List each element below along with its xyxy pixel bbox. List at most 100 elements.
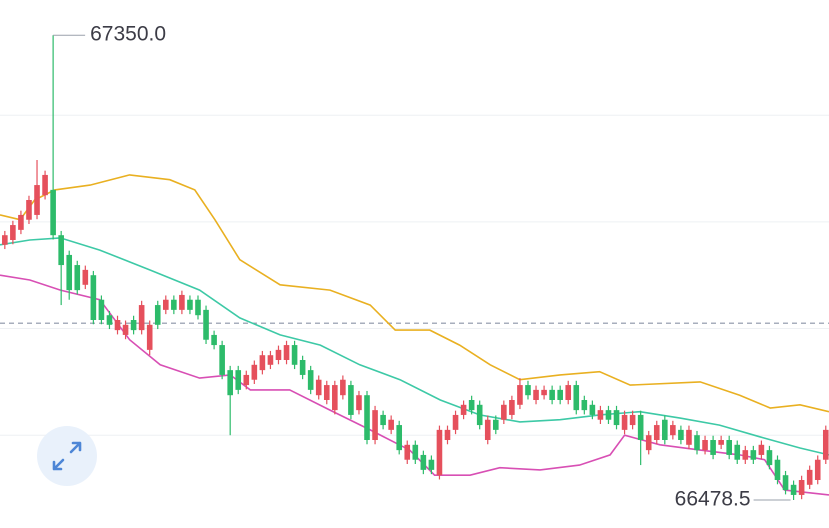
- candle-body: [613, 410, 620, 426]
- candle-body: [42, 174, 48, 196]
- candle-body: [211, 334, 217, 346]
- candle-body: [790, 484, 797, 495]
- candle-body: [734, 444, 741, 460]
- candle-body: [662, 419, 668, 440]
- candle-body: [525, 385, 531, 396]
- candle-body: [364, 395, 370, 440]
- candle-body: [315, 379, 322, 396]
- candle-body: [557, 389, 563, 400]
- candle-body: [694, 435, 700, 451]
- candle-body: [50, 189, 56, 236]
- candle-body: [340, 379, 346, 396]
- candle-body: [726, 440, 732, 455]
- candle-body: [203, 309, 209, 340]
- candle-body: [219, 345, 225, 375]
- candle-body: [629, 414, 636, 426]
- expand-button[interactable]: [37, 426, 97, 486]
- candle-body: [267, 355, 274, 365]
- candle-body: [66, 254, 73, 291]
- candle-body: [380, 414, 386, 426]
- candle-body: [412, 444, 419, 460]
- candle-body: [291, 345, 298, 365]
- candle-body: [750, 450, 757, 460]
- candle-body: [742, 450, 749, 460]
- candle-body: [501, 404, 507, 420]
- candle-body: [10, 225, 16, 240]
- band-line: [0, 274, 829, 496]
- candle-body: [372, 410, 378, 440]
- candle-body: [388, 419, 394, 430]
- candle-body: [573, 385, 580, 411]
- candle-body: [452, 414, 459, 430]
- candle-body: [227, 370, 233, 396]
- candle-body: [822, 429, 829, 460]
- candle-body: [798, 480, 805, 495]
- candle-body: [243, 374, 250, 386]
- candle-body: [814, 459, 821, 480]
- candle-body: [283, 345, 290, 360]
- candle-body: [702, 440, 708, 451]
- candle-body: [154, 305, 161, 325]
- candle-body: [396, 425, 403, 451]
- candle-body: [589, 404, 596, 415]
- candle-body: [468, 400, 475, 411]
- candle-body: [718, 440, 724, 445]
- candle-body: [171, 299, 177, 310]
- candle-body: [90, 275, 97, 320]
- candle-body: [509, 400, 515, 415]
- candle-body: [541, 389, 547, 396]
- candle-body: [420, 454, 427, 470]
- candle-body: [637, 414, 644, 440]
- candle-body: [774, 459, 781, 480]
- candle-body: [2, 235, 8, 245]
- candle-body: [332, 385, 338, 411]
- candle-body: [605, 410, 612, 420]
- candle-body: [163, 299, 169, 310]
- candle-body: [758, 444, 765, 455]
- candle-body: [766, 450, 773, 466]
- candle-body: [235, 370, 242, 390]
- band-line: [0, 174, 829, 413]
- candle-body: [122, 324, 129, 335]
- candle-body: [34, 185, 40, 215]
- candle-body: [670, 425, 676, 436]
- candle-body: [179, 294, 185, 310]
- candle-body: [356, 395, 362, 411]
- candle-body: [58, 235, 64, 266]
- candle-body: [565, 385, 572, 400]
- candle-body: [428, 459, 435, 470]
- candle-body: [323, 385, 330, 400]
- candle-body: [581, 400, 588, 411]
- candle-body: [436, 429, 443, 476]
- candle-body: [299, 360, 306, 375]
- candle-body: [130, 320, 137, 331]
- candle-body: [517, 385, 523, 405]
- candle-body: [460, 404, 467, 415]
- candle-body: [653, 425, 660, 440]
- candle-body: [806, 469, 813, 485]
- candle-body: [597, 410, 604, 420]
- candle-body: [678, 429, 684, 440]
- candle-body: [533, 389, 539, 400]
- candle-body: [307, 370, 314, 390]
- candle-body: [348, 385, 354, 415]
- candle-body: [404, 444, 411, 460]
- candle-body: [549, 389, 555, 400]
- candle-body: [26, 200, 32, 220]
- candle-body: [484, 419, 491, 440]
- candle-body: [621, 414, 628, 430]
- candle-body: [82, 269, 89, 285]
- candle-body: [710, 440, 716, 455]
- candle-body: [187, 299, 193, 310]
- candle-body: [251, 364, 258, 380]
- candle-body: [444, 429, 451, 440]
- candle-body: [195, 299, 201, 316]
- candle-body: [782, 475, 789, 491]
- high-label: 67350.0: [90, 23, 166, 46]
- candle-body: [98, 299, 105, 320]
- candle-body: [476, 404, 483, 426]
- band-line: [0, 237, 829, 456]
- candle-body: [275, 349, 282, 360]
